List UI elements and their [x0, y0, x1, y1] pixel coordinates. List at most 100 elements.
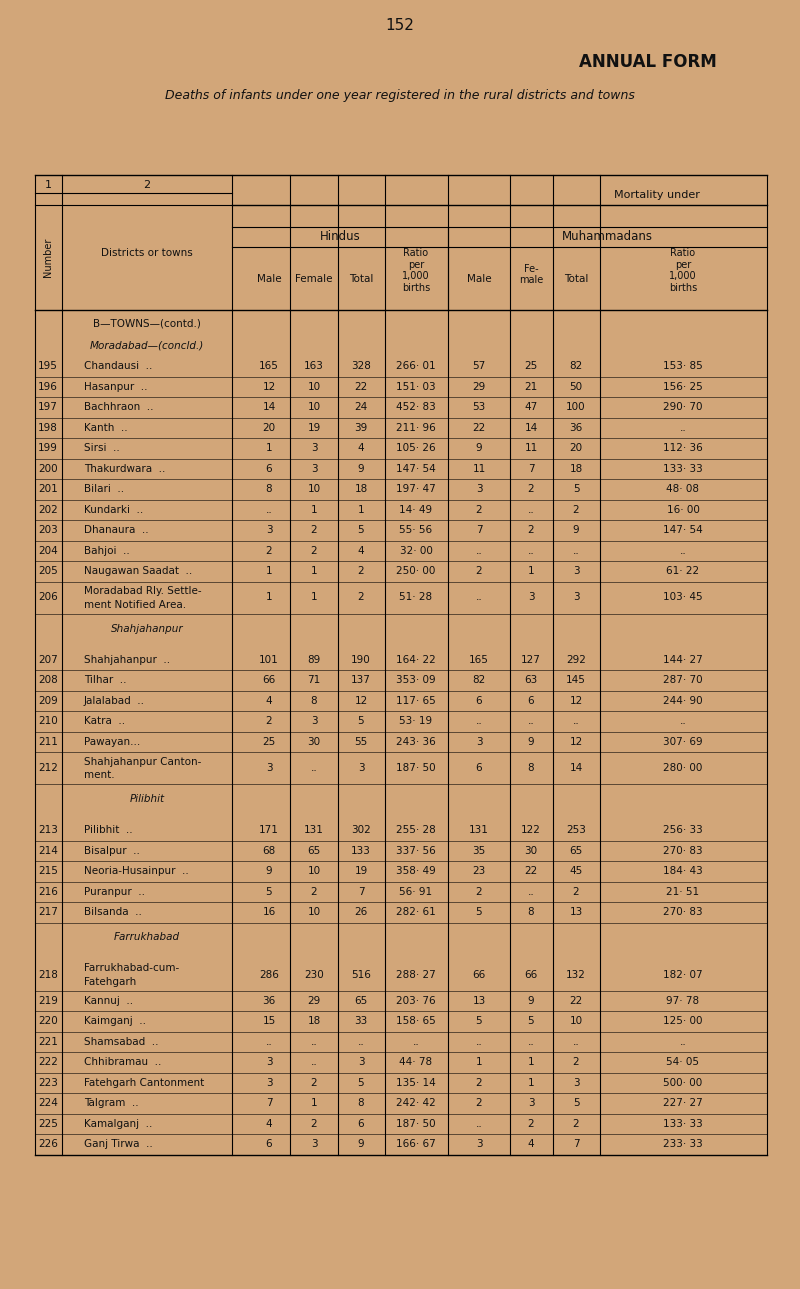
Text: 3: 3: [528, 593, 534, 602]
Text: 26: 26: [354, 907, 368, 918]
Text: 3: 3: [476, 737, 482, 746]
Text: 2: 2: [310, 1078, 318, 1088]
Text: 22: 22: [472, 423, 486, 433]
Text: 36: 36: [262, 995, 276, 1005]
Text: 47: 47: [524, 402, 538, 412]
Text: 214: 214: [38, 846, 58, 856]
Text: 1: 1: [476, 1057, 482, 1067]
Text: 144· 27: 144· 27: [663, 655, 703, 665]
Text: 66: 66: [524, 969, 538, 980]
Text: 55· 56: 55· 56: [399, 525, 433, 535]
Text: 44· 78: 44· 78: [399, 1057, 433, 1067]
Text: 2: 2: [476, 505, 482, 514]
Text: 165: 165: [259, 361, 279, 371]
Text: Kannuj  ..: Kannuj ..: [84, 995, 133, 1005]
Text: ..: ..: [528, 887, 534, 897]
Text: 3: 3: [528, 1098, 534, 1109]
Text: 287· 70: 287· 70: [663, 675, 703, 686]
Text: 3: 3: [266, 763, 272, 773]
Text: 222: 222: [38, 1057, 58, 1067]
Text: 3: 3: [358, 763, 364, 773]
Text: Kundarki  ..: Kundarki ..: [84, 505, 143, 514]
Text: 242· 42: 242· 42: [396, 1098, 436, 1109]
Text: 199: 199: [38, 443, 58, 454]
Text: ment.: ment.: [84, 770, 114, 780]
Text: Chandausi  ..: Chandausi ..: [84, 361, 152, 371]
Text: 270· 83: 270· 83: [663, 846, 703, 856]
Text: 105· 26: 105· 26: [396, 443, 436, 454]
Text: 1: 1: [266, 443, 272, 454]
Text: 197· 47: 197· 47: [396, 485, 436, 494]
Text: 184· 43: 184· 43: [663, 866, 703, 877]
Text: ..: ..: [528, 1036, 534, 1047]
Text: 10: 10: [307, 866, 321, 877]
Text: Fatehgarh Cantonment: Fatehgarh Cantonment: [84, 1078, 204, 1088]
Text: ..: ..: [266, 1036, 272, 1047]
Text: 4: 4: [266, 1119, 272, 1129]
Text: 89: 89: [307, 655, 321, 665]
Text: 21· 51: 21· 51: [666, 887, 699, 897]
Text: 9: 9: [358, 1139, 364, 1150]
Text: 2: 2: [476, 1078, 482, 1088]
Text: Bilari  ..: Bilari ..: [84, 485, 124, 494]
Text: 53· 19: 53· 19: [399, 717, 433, 726]
Text: Number: Number: [43, 237, 53, 277]
Text: 133: 133: [351, 846, 371, 856]
Text: 30: 30: [307, 737, 321, 746]
Text: 198: 198: [38, 423, 58, 433]
Text: 226: 226: [38, 1139, 58, 1150]
Text: 217: 217: [38, 907, 58, 918]
Text: Sirsi  ..: Sirsi ..: [84, 443, 120, 454]
Text: 56· 91: 56· 91: [399, 887, 433, 897]
Text: 288· 27: 288· 27: [396, 969, 436, 980]
Text: Male: Male: [257, 273, 282, 284]
Text: 24: 24: [354, 402, 368, 412]
Text: 4: 4: [358, 545, 364, 556]
Text: 195: 195: [38, 361, 58, 371]
Text: 9: 9: [528, 995, 534, 1005]
Text: 202: 202: [38, 505, 58, 514]
Text: 5: 5: [266, 887, 272, 897]
Text: ..: ..: [413, 1036, 419, 1047]
Text: 4: 4: [266, 696, 272, 706]
Text: Farrukhabad: Farrukhabad: [114, 932, 180, 942]
Text: Shamsabad  ..: Shamsabad ..: [84, 1036, 158, 1047]
Text: 2: 2: [573, 1119, 579, 1129]
Text: Fe-
male: Fe- male: [519, 264, 543, 285]
Text: 244· 90: 244· 90: [663, 696, 703, 706]
Text: 3: 3: [266, 525, 272, 535]
Text: 166· 67: 166· 67: [396, 1139, 436, 1150]
Text: 163: 163: [304, 361, 324, 371]
Text: 292: 292: [566, 655, 586, 665]
Text: ..: ..: [573, 717, 579, 726]
Text: 50: 50: [570, 382, 582, 392]
Text: 196: 196: [38, 382, 58, 392]
Text: 2: 2: [310, 1119, 318, 1129]
Text: 21: 21: [524, 382, 538, 392]
Text: 13: 13: [472, 995, 486, 1005]
Text: 133· 33: 133· 33: [663, 464, 703, 474]
Text: 22: 22: [570, 995, 582, 1005]
Text: 100: 100: [566, 402, 586, 412]
Text: Kamalganj  ..: Kamalganj ..: [84, 1119, 152, 1129]
Text: 22: 22: [354, 382, 368, 392]
Text: 200: 200: [38, 464, 58, 474]
Text: 10: 10: [307, 485, 321, 494]
Text: 55: 55: [354, 737, 368, 746]
Text: Total: Total: [564, 273, 588, 284]
Text: 29: 29: [307, 995, 321, 1005]
Text: 220: 220: [38, 1016, 58, 1026]
Text: 152: 152: [386, 18, 414, 32]
Text: 158· 65: 158· 65: [396, 1016, 436, 1026]
Text: 6: 6: [476, 696, 482, 706]
Text: Puranpur  ..: Puranpur ..: [84, 887, 145, 897]
Text: 4: 4: [358, 443, 364, 454]
Text: 12: 12: [570, 696, 582, 706]
Text: 2: 2: [476, 566, 482, 576]
Text: 16· 00: 16· 00: [666, 505, 699, 514]
Text: 8: 8: [528, 763, 534, 773]
Text: 151· 03: 151· 03: [396, 382, 436, 392]
Text: 3: 3: [358, 1057, 364, 1067]
Text: 290· 70: 290· 70: [663, 402, 702, 412]
Text: 216: 216: [38, 887, 58, 897]
